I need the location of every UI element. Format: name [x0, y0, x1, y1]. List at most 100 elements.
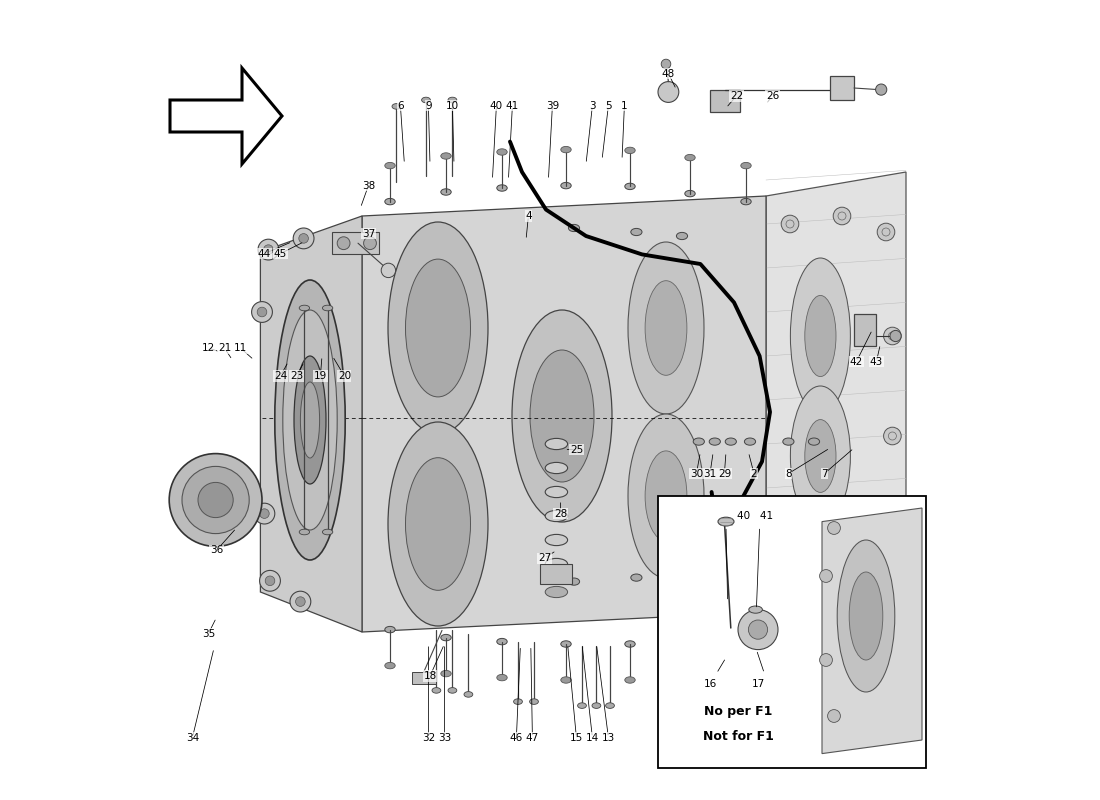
Text: 48: 48: [662, 69, 675, 78]
Circle shape: [265, 576, 275, 586]
Text: 14: 14: [586, 733, 600, 742]
Text: 23: 23: [289, 371, 302, 381]
Ellipse shape: [406, 458, 471, 590]
Ellipse shape: [388, 422, 488, 626]
Circle shape: [820, 654, 833, 666]
Ellipse shape: [448, 98, 456, 102]
Ellipse shape: [685, 634, 695, 641]
Ellipse shape: [592, 702, 601, 709]
Text: 16: 16: [703, 679, 716, 689]
Ellipse shape: [441, 189, 451, 195]
Text: 46: 46: [509, 733, 522, 742]
Text: 29: 29: [718, 469, 732, 478]
Polygon shape: [170, 68, 282, 164]
Circle shape: [260, 570, 280, 591]
Text: 27: 27: [538, 554, 551, 563]
Text: 41: 41: [506, 101, 519, 110]
Ellipse shape: [385, 626, 395, 633]
Ellipse shape: [749, 606, 762, 613]
Circle shape: [781, 539, 799, 557]
Circle shape: [738, 610, 778, 650]
Ellipse shape: [676, 566, 688, 573]
Circle shape: [748, 620, 768, 639]
Text: 39: 39: [546, 101, 559, 110]
Bar: [332, 232, 378, 254]
Text: 20: 20: [338, 371, 351, 381]
Ellipse shape: [561, 641, 571, 647]
Ellipse shape: [385, 198, 395, 205]
Circle shape: [294, 228, 313, 249]
Text: 9: 9: [425, 101, 431, 110]
Ellipse shape: [628, 414, 704, 578]
Circle shape: [827, 710, 840, 722]
Bar: [412, 672, 437, 684]
Ellipse shape: [628, 242, 704, 414]
Ellipse shape: [561, 677, 571, 683]
Ellipse shape: [322, 305, 333, 310]
Ellipse shape: [745, 438, 756, 445]
Circle shape: [890, 330, 901, 342]
Ellipse shape: [791, 258, 850, 414]
Circle shape: [781, 215, 799, 233]
Circle shape: [658, 82, 679, 102]
Ellipse shape: [299, 305, 309, 310]
Bar: [658, 496, 926, 768]
Ellipse shape: [710, 438, 720, 445]
Text: 40   41: 40 41: [737, 511, 773, 521]
Ellipse shape: [625, 183, 635, 190]
Ellipse shape: [808, 438, 820, 445]
Ellipse shape: [448, 687, 456, 693]
Text: 21: 21: [218, 343, 231, 353]
Ellipse shape: [740, 198, 751, 205]
Ellipse shape: [497, 638, 507, 645]
Ellipse shape: [512, 310, 612, 522]
Text: passion for parts: passion for parts: [348, 389, 625, 539]
Polygon shape: [822, 508, 922, 754]
Text: 38: 38: [362, 181, 375, 190]
Polygon shape: [766, 172, 906, 612]
Ellipse shape: [791, 386, 850, 526]
Ellipse shape: [569, 578, 580, 586]
Ellipse shape: [283, 310, 338, 530]
Text: 47: 47: [526, 733, 539, 742]
Ellipse shape: [546, 438, 568, 450]
Circle shape: [182, 466, 250, 534]
Text: Not for F1: Not for F1: [703, 730, 773, 742]
Ellipse shape: [441, 153, 451, 159]
Ellipse shape: [514, 699, 522, 704]
Circle shape: [290, 591, 311, 612]
Bar: [830, 76, 854, 100]
Ellipse shape: [432, 687, 441, 693]
Text: 11: 11: [234, 343, 248, 353]
Text: 12: 12: [201, 343, 214, 353]
Circle shape: [883, 427, 901, 445]
Ellipse shape: [740, 622, 751, 629]
Circle shape: [252, 302, 273, 322]
Text: 36: 36: [210, 546, 223, 555]
Text: 40: 40: [490, 101, 503, 110]
Text: 30: 30: [690, 469, 703, 478]
Ellipse shape: [300, 382, 320, 458]
Ellipse shape: [322, 530, 333, 534]
Ellipse shape: [275, 280, 345, 560]
Ellipse shape: [546, 534, 568, 546]
Circle shape: [883, 327, 901, 345]
Ellipse shape: [546, 486, 568, 498]
Text: 13: 13: [602, 733, 615, 742]
Polygon shape: [261, 216, 362, 632]
Text: 44: 44: [257, 249, 271, 258]
Circle shape: [264, 245, 273, 254]
Text: 18: 18: [424, 671, 437, 681]
Text: 3: 3: [590, 101, 596, 110]
Ellipse shape: [625, 147, 635, 154]
Ellipse shape: [837, 540, 894, 692]
Ellipse shape: [388, 222, 488, 434]
Circle shape: [338, 237, 350, 250]
Ellipse shape: [530, 350, 594, 482]
Text: No per F1: No per F1: [704, 706, 772, 718]
Text: 42: 42: [850, 357, 864, 366]
Ellipse shape: [441, 634, 451, 641]
Text: 6: 6: [397, 101, 404, 110]
Ellipse shape: [299, 530, 309, 534]
Ellipse shape: [630, 574, 642, 581]
